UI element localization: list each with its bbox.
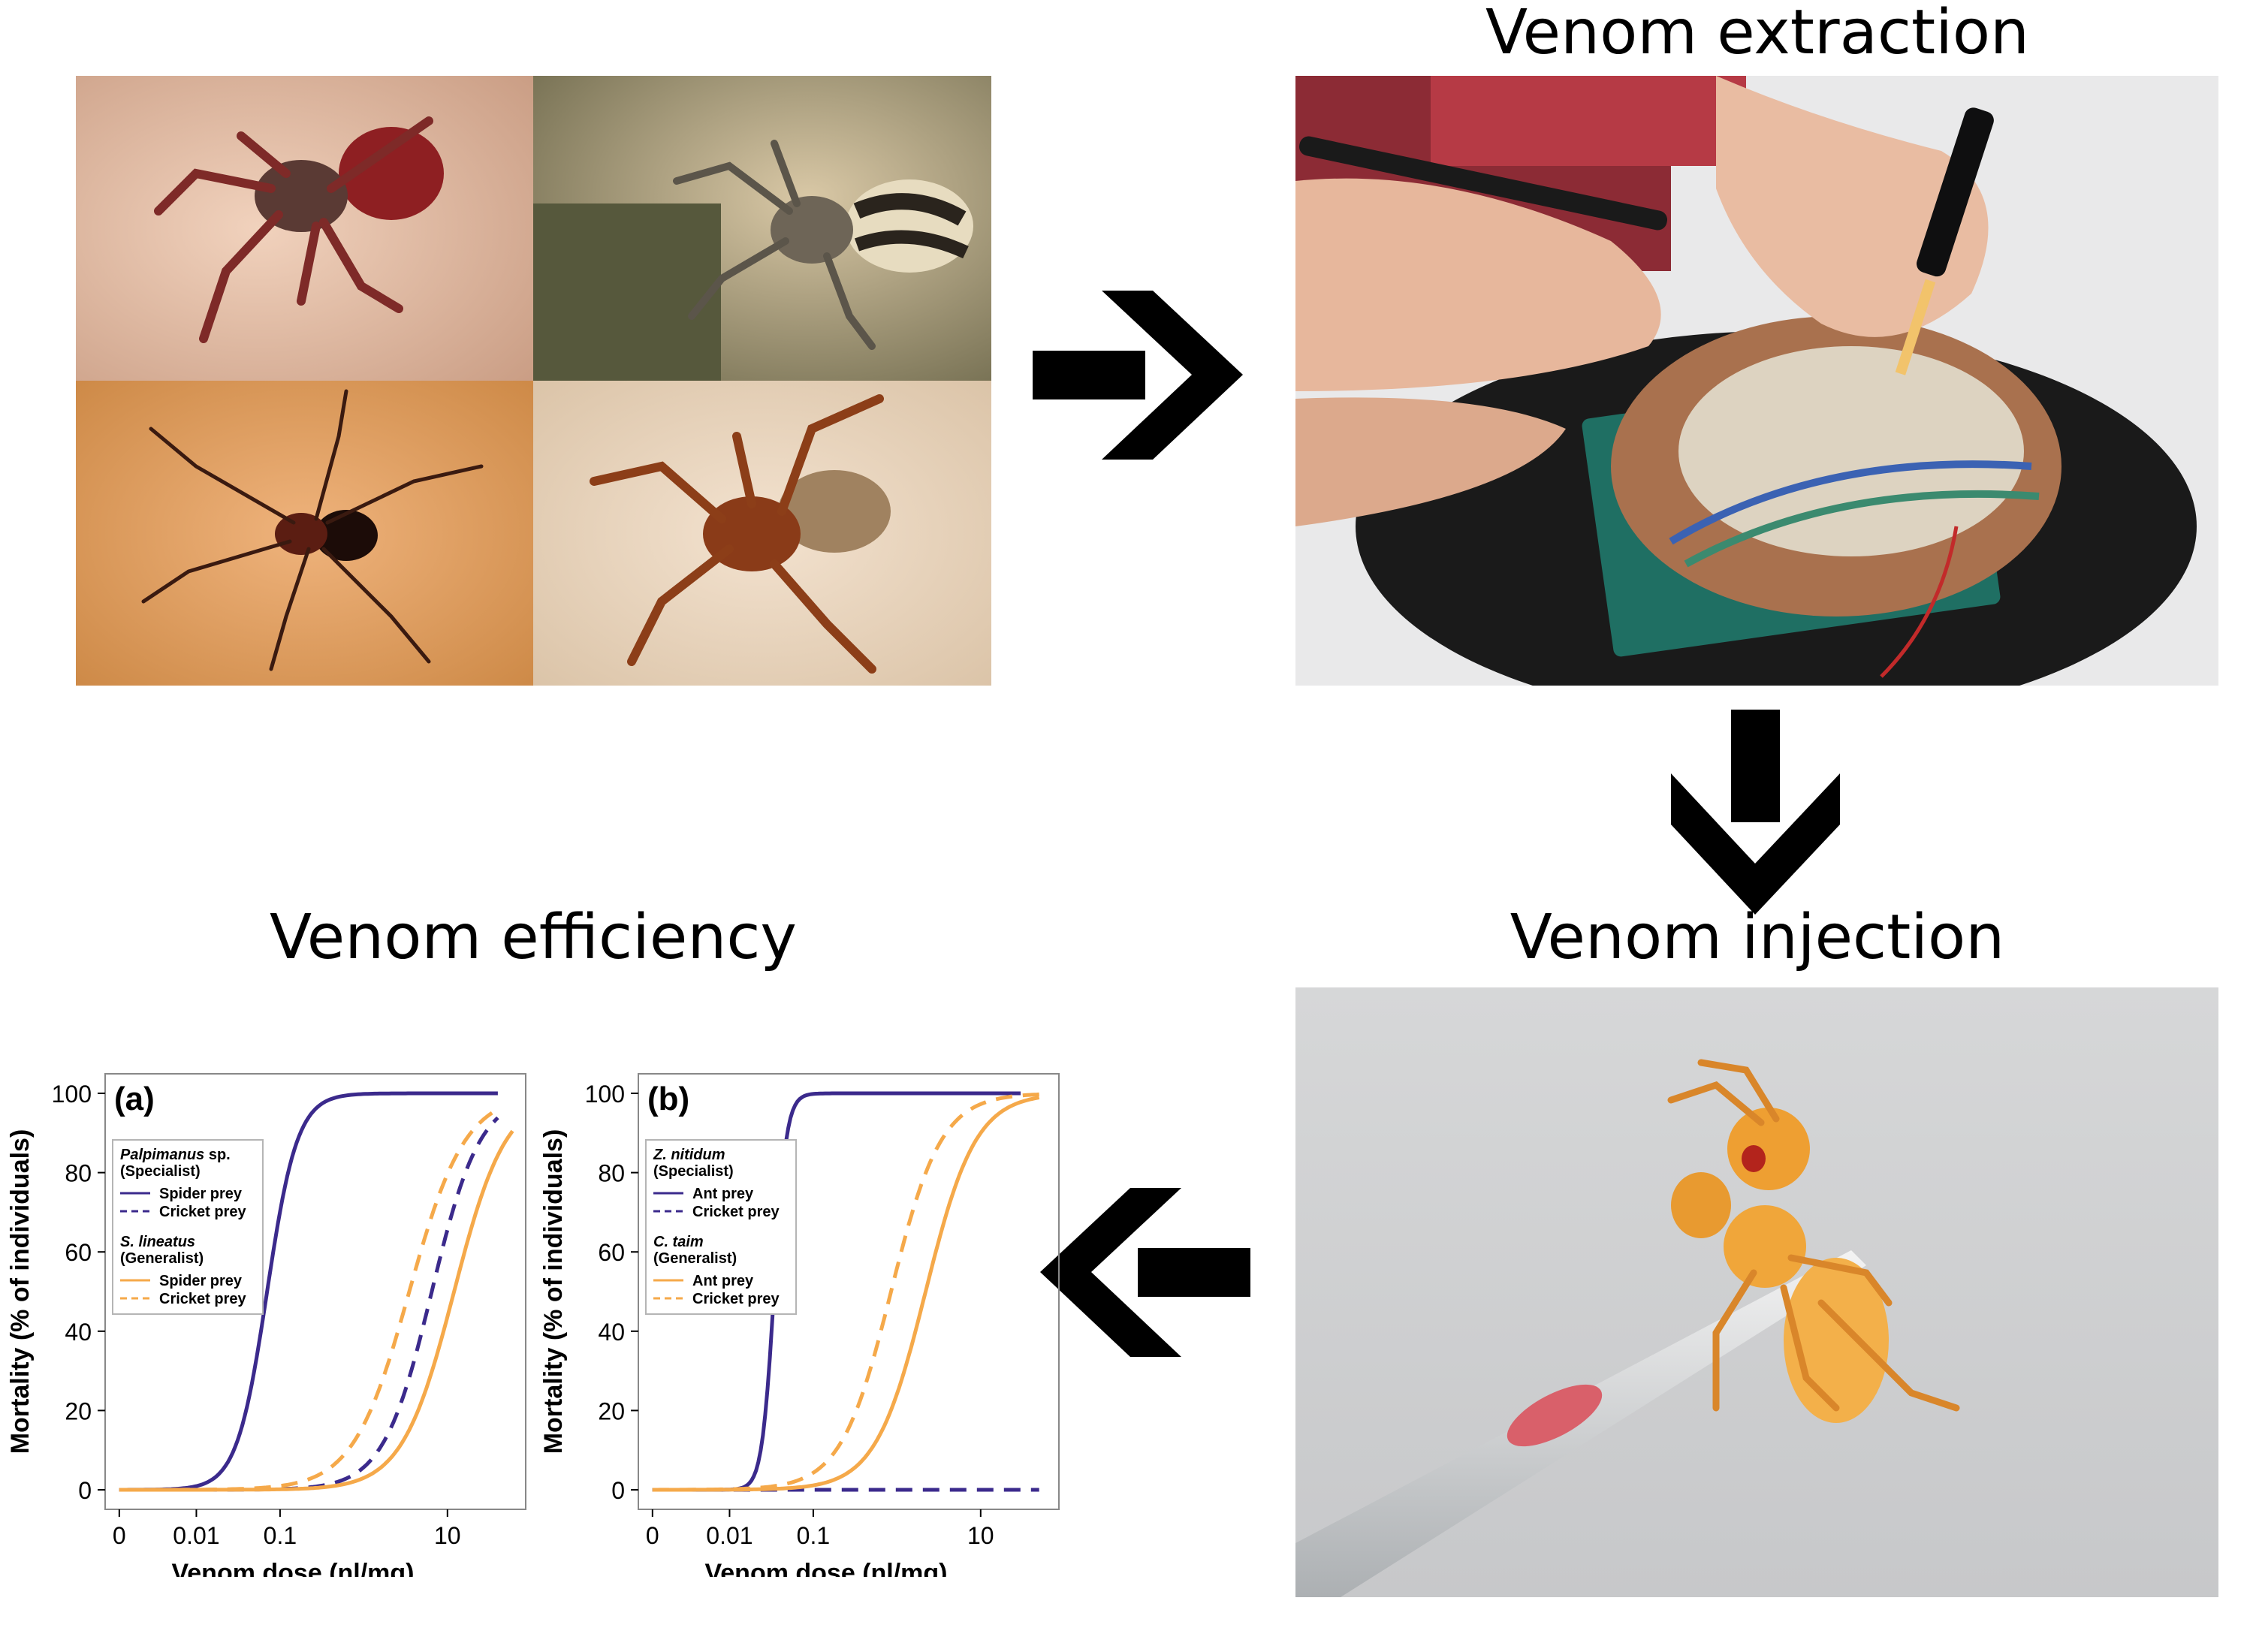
spider-photo-4	[533, 381, 991, 686]
panel-a-plot-frame	[104, 1073, 526, 1510]
panel-b-plot-frame	[638, 1073, 1060, 1510]
panel-b-y-axis-label: Mortality (% of individuals)	[539, 1129, 568, 1455]
panel-b-legend-role: (Generalist)	[653, 1250, 737, 1267]
panel-b-legend-role: (Specialist)	[653, 1163, 734, 1180]
heading-venom-efficiency: Venom efficiency	[270, 902, 797, 973]
panel-a-y-tick-label: 60	[65, 1239, 92, 1266]
panel-a-x-tick-label: 0.1	[264, 1522, 297, 1549]
panel-a-legend-entry: Spider prey	[159, 1186, 243, 1202]
panel-b-y-tick-label: 20	[598, 1397, 625, 1424]
arrow-left-icon	[1040, 1188, 1250, 1357]
panel-a-x-tick-label: 0.01	[173, 1522, 219, 1549]
panel-a-y-axis-label: Mortality (% of individuals)	[6, 1129, 35, 1455]
heading-venom-extraction: Venom extraction	[1485, 0, 2030, 68]
panel-b-legend-box	[645, 1139, 797, 1315]
panel-a-legend-species: S. lineatus	[120, 1234, 195, 1250]
panel-a-legend-role: (Generalist)	[120, 1250, 204, 1267]
panel-a-y-tick-label: 40	[65, 1319, 92, 1346]
panel-a-legend-entry: Spider prey	[159, 1273, 243, 1289]
panel-a-legend-role: (Specialist)	[120, 1163, 201, 1180]
arrow-down-icon	[1671, 710, 1840, 915]
panel-b-legend-species: Z. nitidum	[653, 1147, 725, 1163]
panel-b-y-tick-label: 40	[598, 1319, 625, 1346]
panel-b-y-tick-label: 100	[585, 1081, 625, 1108]
panel-a-y-tick-label: 80	[65, 1160, 92, 1187]
panel-a-y-tick-label: 0	[78, 1477, 92, 1504]
panel-a-x-tick-label: 10	[434, 1522, 461, 1549]
panel-b-x-tick-label: 0.01	[706, 1522, 753, 1549]
spider-photo-collage	[76, 76, 991, 686]
venom-injection-photo	[1295, 987, 2218, 1597]
chart-panel-b: 0 20 40 60 80 100 0 0.01 0.1 10 Venom dose (nl/mg)…	[533, 1029, 1066, 1577]
panel-b-legend-entry: Ant prey	[692, 1186, 754, 1202]
venom-extraction-photo	[1295, 76, 2218, 686]
panel-b-legend-entry: Cricket prey	[692, 1291, 780, 1307]
spider-photo-3	[76, 381, 533, 686]
panel-a-legend-entry: Cricket prey	[159, 1204, 246, 1220]
panel-a-panel-label: (a)	[114, 1081, 155, 1117]
panel-b-x-axis-label: Venom dose (nl/mg)	[704, 1559, 947, 1577]
panel-a-y-tick-label: 20	[65, 1397, 92, 1424]
panel-b-y-tick-label: 0	[611, 1477, 625, 1504]
panel-b-panel-label: (b)	[647, 1081, 689, 1117]
panel-a-legend-box	[112, 1139, 264, 1315]
panel-a-y-tick-label: 100	[52, 1081, 92, 1108]
panel-a-legend-species: Palpimanus sp.	[120, 1147, 231, 1163]
panel-b-legend-species: C. taim	[653, 1234, 704, 1250]
panel-b-series-generalist-cricket-prey	[652, 1092, 1039, 1492]
heading-venom-injection: Venom injection	[1510, 902, 2005, 973]
spider-photo-1	[76, 76, 533, 381]
panel-b-y-tick-label: 80	[598, 1160, 625, 1187]
panel-b-legend-entry: Ant prey	[692, 1273, 754, 1289]
panel-b-x-tick-label: 10	[967, 1522, 994, 1549]
panel-b-legend-entry: Cricket prey	[692, 1204, 780, 1220]
chart-panel-a: 0 20 40 60 80 100 0 0.01 0.1 10 Venom dose (nl/mg)…	[0, 1029, 533, 1577]
panel-a-legend-entry: Cricket prey	[159, 1291, 246, 1307]
panel-b-x-tick-label: 0	[646, 1522, 659, 1549]
arrow-right-icon	[1033, 291, 1243, 460]
panel-a-series-generalist-cricket-prey	[119, 1108, 499, 1492]
panel-a-x-axis-label: Venom dose (nl/mg)	[171, 1559, 414, 1577]
spider-photo-2	[533, 76, 991, 381]
panel-b-x-tick-label: 0.1	[797, 1522, 830, 1549]
panel-b-y-tick-label: 60	[598, 1239, 625, 1266]
panel-a-x-tick-label: 0	[113, 1522, 126, 1549]
